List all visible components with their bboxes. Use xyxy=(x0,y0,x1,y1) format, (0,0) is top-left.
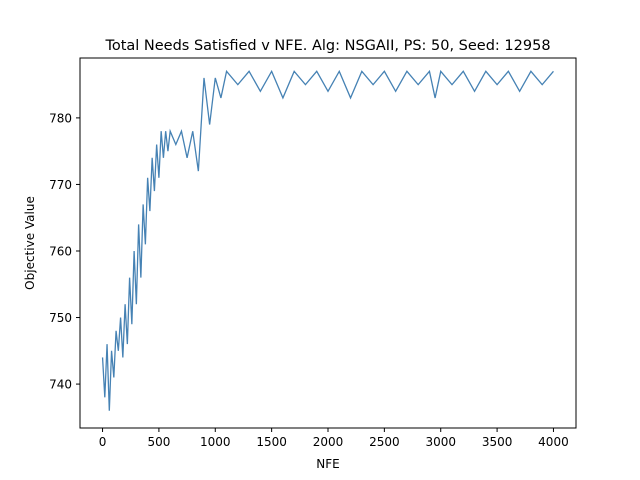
x-tick-label-2: 1000 xyxy=(200,435,231,449)
x-tick-label-4: 2000 xyxy=(313,435,344,449)
x-tick-label-8: 4000 xyxy=(538,435,569,449)
y-tick-label-0: 740 xyxy=(49,378,72,392)
plot-frame xyxy=(79,57,577,429)
x-axis: 0 500 1000 1500 2000 2500 3000 3500 4000 xyxy=(99,428,569,449)
series-line-0 xyxy=(101,69,554,411)
x-tick-label-7: 3500 xyxy=(482,435,513,449)
x-tick-label-0: 0 xyxy=(99,435,107,449)
y-axis: 740 750 760 770 780 xyxy=(49,111,80,392)
y-tick-label-4: 780 xyxy=(49,111,72,125)
plot-area xyxy=(101,69,554,411)
y-tick-label-2: 760 xyxy=(49,244,72,258)
x-tick-label-1: 500 xyxy=(147,435,170,449)
x-tick-label-5: 2500 xyxy=(369,435,400,449)
x-tick-label-3: 1500 xyxy=(256,435,287,449)
y-axis-label: Objective Value xyxy=(23,196,37,290)
y-tick-label-1: 750 xyxy=(49,311,72,325)
x-tick-label-6: 3000 xyxy=(425,435,456,449)
chart-title: Total Needs Satisfied v NFE. Alg: NSGAII… xyxy=(104,38,550,54)
x-axis-label: NFE xyxy=(316,457,339,471)
y-tick-label-3: 770 xyxy=(49,178,72,192)
